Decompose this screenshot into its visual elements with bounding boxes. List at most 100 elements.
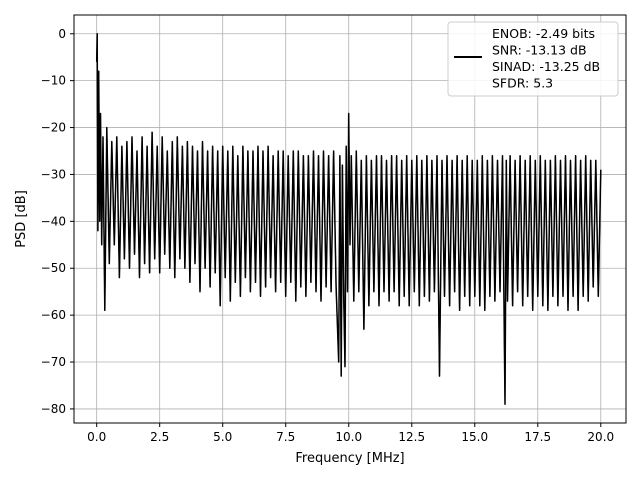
- series-segment: [149, 132, 153, 273]
- series-segment: [524, 160, 529, 297]
- series-segment: [282, 150, 287, 297]
- series-segment: [554, 155, 559, 306]
- series-segment: [502, 155, 506, 405]
- series-segment: [560, 160, 564, 297]
- x-tick-label: 7.5: [276, 430, 295, 444]
- series-segment: [481, 155, 486, 311]
- series-segment: [355, 150, 360, 292]
- series-segment: [300, 155, 304, 288]
- series-segment: [537, 155, 541, 297]
- series-segment: [330, 150, 335, 292]
- series-segment: [219, 146, 224, 306]
- plot-area: [95, 33, 602, 405]
- series-segment: [323, 150, 327, 288]
- series-segment: [102, 136, 106, 311]
- series-segment: [194, 150, 198, 264]
- series-segment: [257, 146, 261, 297]
- series-segment: [181, 146, 186, 269]
- series-segment: [129, 136, 133, 269]
- series-segment: [123, 141, 128, 259]
- x-tick-label: 0.0: [87, 430, 106, 444]
- series-segment: [499, 155, 503, 292]
- series-segment: [446, 155, 451, 306]
- series-segment: [575, 155, 579, 311]
- series-segment: [108, 141, 113, 264]
- series-segment: [476, 160, 481, 306]
- series-segment: [146, 146, 151, 273]
- y-tick-label: −80: [41, 402, 66, 416]
- series-segment: [340, 165, 343, 377]
- series-segment: [297, 150, 302, 288]
- series-segment: [489, 155, 493, 297]
- series-segment: [441, 160, 445, 297]
- y-tick-label: −60: [41, 308, 66, 322]
- series-segment: [139, 136, 143, 278]
- series-segment: [315, 155, 319, 292]
- series-segment: [368, 160, 372, 306]
- series-segment: [154, 146, 158, 259]
- series-segment: [302, 155, 307, 297]
- series-segment: [358, 160, 362, 292]
- series-segment: [202, 141, 206, 269]
- series-segment: [192, 146, 196, 264]
- series-segment: [214, 150, 219, 273]
- series-segment: [373, 155, 377, 292]
- series-segment: [310, 150, 314, 283]
- series-segment: [285, 155, 289, 297]
- series-segment: [469, 160, 473, 306]
- series-segment: [295, 150, 299, 302]
- series-segment: [484, 160, 488, 311]
- series-segment: [433, 155, 438, 292]
- series-segment: [544, 160, 549, 311]
- series-segment: [439, 160, 443, 377]
- series-segment: [222, 146, 226, 278]
- series-segment: [572, 155, 577, 297]
- series-segment: [287, 155, 292, 283]
- series-segment: [592, 160, 597, 288]
- series-segment: [353, 150, 357, 302]
- series-segment: [179, 146, 183, 259]
- legend-text-line: ENOB: -2.49 bits: [492, 26, 595, 41]
- series-segment: [207, 150, 211, 288]
- series-segment: [466, 155, 471, 306]
- series-segment: [474, 160, 478, 297]
- series-segment: [136, 150, 140, 278]
- series-segment: [272, 155, 277, 292]
- series-segment: [184, 141, 188, 269]
- y-tick-label: −10: [41, 74, 66, 88]
- series-segment: [234, 155, 239, 283]
- series-segment: [512, 160, 516, 306]
- series-segment: [519, 155, 524, 306]
- series-segment: [376, 155, 380, 306]
- series-segment: [471, 160, 476, 297]
- series-segment: [585, 155, 589, 302]
- y-tick-label: −30: [41, 167, 66, 181]
- series-segment: [459, 160, 463, 311]
- series-segment: [393, 155, 398, 292]
- series-segment: [348, 113, 351, 245]
- series-segment: [363, 155, 367, 330]
- series-segment: [277, 150, 282, 283]
- series-segment: [267, 146, 272, 278]
- series-segment: [416, 155, 420, 306]
- series-segment: [436, 155, 440, 377]
- series-segment: [249, 150, 254, 292]
- series-segment: [176, 136, 181, 259]
- series-segment: [227, 150, 231, 302]
- legend-box: [447, 21, 619, 97]
- series-segment: [565, 155, 569, 311]
- series-segment: [444, 155, 448, 297]
- series-segment: [262, 150, 267, 288]
- y-tick-label: −70: [41, 355, 66, 369]
- series-segment: [406, 155, 410, 306]
- legend-text-line: SNR: -13.13 dB: [492, 43, 587, 58]
- series-segment: [275, 150, 279, 292]
- series-segment: [111, 141, 115, 245]
- series-segment: [161, 136, 166, 255]
- series-segment: [461, 160, 466, 297]
- series-segment: [204, 150, 209, 269]
- series-segment: [335, 286, 340, 363]
- series-segment: [126, 141, 130, 269]
